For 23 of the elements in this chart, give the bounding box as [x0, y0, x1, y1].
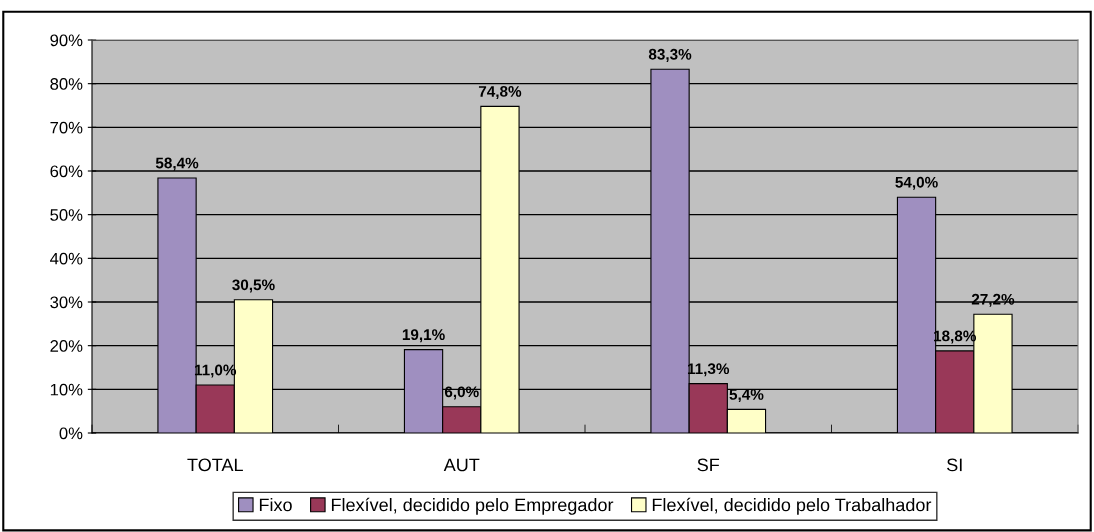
data-label: 74,8%: [478, 85, 522, 100]
y-tick-label: 30%: [50, 296, 83, 309]
x-tick-label: SI: [947, 458, 962, 472]
y-tick-label: 20%: [50, 340, 83, 352]
legend-label: Flexível, decidido pelo Trabalhador: [652, 497, 932, 515]
x-tick-label: TOTAL: [187, 458, 243, 472]
y-tick-label: 70%: [50, 121, 83, 134]
data-label: 58,4%: [155, 157, 199, 171]
y-tick-label: 10%: [50, 383, 83, 396]
data-label: 30,5%: [232, 279, 275, 293]
y-tick-label: 80%: [50, 78, 83, 90]
y-tick-label: 40%: [50, 252, 83, 265]
x-tick-label: AUT: [443, 458, 480, 472]
legend-label: Flexível, decidido pelo Empregador: [331, 497, 614, 515]
y-tick-label: 90%: [50, 34, 83, 47]
data-label: 83,3%: [648, 48, 692, 62]
y-tick-label: 50%: [50, 209, 83, 221]
data-label: 54,0%: [895, 176, 938, 190]
y-tick-label: 60%: [50, 165, 83, 178]
x-tick-label: SF: [697, 458, 720, 472]
data-label: 19,1%: [402, 329, 445, 343]
legend-label: Fixo: [259, 498, 292, 512]
y-tick-label: 0%: [59, 427, 83, 440]
